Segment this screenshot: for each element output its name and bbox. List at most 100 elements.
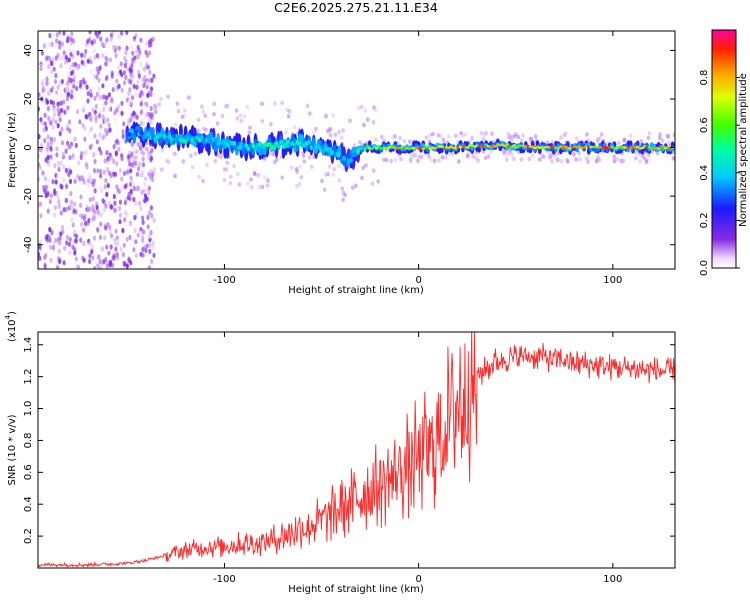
heatmap-cell bbox=[64, 167, 68, 174]
heatmap-cell bbox=[308, 111, 312, 116]
heatmap-cell bbox=[50, 229, 54, 236]
heatmap-cell bbox=[628, 147, 633, 150]
heatmap-cell bbox=[43, 263, 48, 269]
heatmap-cell bbox=[114, 228, 118, 234]
heatmap-cell bbox=[249, 184, 254, 190]
heatmap-cell bbox=[363, 108, 368, 113]
heatmap-cell bbox=[54, 237, 58, 243]
heatmap-cell bbox=[66, 36, 70, 42]
heatmap-cell bbox=[149, 105, 153, 112]
heatmap-cell bbox=[143, 176, 148, 181]
heatmap-cell bbox=[465, 146, 470, 149]
heatmap-cell bbox=[104, 225, 108, 231]
y-tick-label: 0.8 bbox=[23, 432, 34, 448]
heatmap-cell bbox=[98, 146, 102, 152]
heatmap-cell bbox=[324, 113, 329, 118]
heatmap-cell bbox=[93, 158, 97, 165]
heatmap-cell bbox=[62, 99, 66, 105]
heatmap-cell bbox=[376, 179, 381, 184]
heatmap-cell bbox=[60, 107, 64, 113]
heatmap-cell bbox=[294, 167, 299, 172]
heatmap-cell bbox=[51, 245, 56, 251]
heatmap-cell bbox=[266, 178, 270, 183]
heatmap-cell bbox=[107, 122, 111, 128]
heatmap-cell bbox=[86, 91, 90, 97]
heatmap-cell bbox=[73, 136, 77, 142]
heatmap-cell bbox=[96, 227, 100, 233]
heatmap-cell bbox=[96, 209, 100, 215]
heatmap-cell bbox=[586, 159, 590, 165]
heatmap-cell bbox=[89, 116, 93, 122]
heatmap-cell bbox=[51, 117, 55, 123]
heatmap-cell bbox=[58, 235, 62, 241]
heatmap-cell bbox=[145, 61, 149, 67]
heatmap-cell bbox=[234, 108, 239, 113]
heatmap-cell bbox=[106, 117, 110, 123]
heatmap-cell bbox=[232, 163, 236, 169]
heatmap-cell bbox=[58, 240, 62, 246]
heatmap-cell bbox=[457, 159, 461, 164]
heatmap-cell bbox=[133, 215, 137, 221]
heatmap-cell bbox=[237, 182, 242, 187]
heatmap-cell bbox=[132, 38, 137, 44]
heatmap-cell bbox=[328, 126, 333, 132]
heatmap-cell bbox=[51, 179, 55, 185]
heatmap-cell bbox=[442, 147, 447, 150]
heatmap-cell bbox=[151, 127, 155, 137]
heatmap-cell bbox=[118, 199, 122, 205]
heatmap-cell bbox=[391, 135, 395, 140]
heatmap-cell bbox=[421, 147, 426, 151]
heatmap-cell bbox=[72, 208, 76, 214]
heatmap-cell bbox=[360, 175, 364, 180]
heatmap-cell bbox=[141, 162, 146, 168]
heatmap-cell bbox=[360, 145, 365, 148]
heatmap-cell bbox=[280, 175, 285, 180]
spectrogram-x-axis: -100 0 100 bbox=[213, 31, 622, 286]
heatmap-cell bbox=[61, 151, 65, 157]
heatmap-cell bbox=[136, 163, 141, 168]
heatmap-cell bbox=[431, 131, 435, 137]
heatmap-cell bbox=[62, 207, 66, 213]
heatmap-cell bbox=[150, 147, 154, 153]
heatmap-cell bbox=[101, 113, 105, 120]
heatmap-cell bbox=[51, 125, 55, 131]
heatmap-cell bbox=[105, 191, 109, 198]
heatmap-cell bbox=[121, 252, 125, 258]
heatmap-cell bbox=[151, 244, 155, 250]
heatmap-cell bbox=[505, 157, 509, 162]
heatmap-cell bbox=[119, 185, 123, 191]
heatmap-cell bbox=[78, 119, 82, 125]
heatmap-cell bbox=[432, 158, 437, 163]
heatmap-cell bbox=[91, 255, 95, 261]
heatmap-cell bbox=[86, 130, 91, 136]
heatmap-cell bbox=[98, 237, 102, 243]
heatmap-cell bbox=[142, 66, 146, 72]
heatmap-cell bbox=[99, 150, 103, 156]
heatmap-cell bbox=[66, 70, 70, 77]
heatmap-cell bbox=[577, 151, 581, 156]
heatmap-cell bbox=[129, 175, 133, 181]
heatmap-cell bbox=[493, 145, 498, 148]
heatmap-cell bbox=[104, 167, 108, 173]
heatmap-cell bbox=[393, 157, 398, 163]
heatmap-cell bbox=[134, 92, 138, 98]
heatmap-cell bbox=[40, 142, 44, 148]
heatmap-cell bbox=[93, 54, 97, 60]
heatmap-cell bbox=[119, 61, 123, 67]
heatmap-cell bbox=[151, 171, 155, 176]
heatmap-cell bbox=[160, 137, 165, 143]
heatmap-cell bbox=[48, 198, 52, 205]
heatmap-cell bbox=[130, 128, 134, 134]
heatmap-cell bbox=[519, 157, 524, 162]
heatmap-cell bbox=[113, 171, 117, 177]
heatmap-cell bbox=[133, 227, 137, 233]
heatmap-cell bbox=[39, 63, 43, 69]
heatmap-cell bbox=[141, 77, 145, 83]
heatmap-cell bbox=[117, 103, 121, 109]
heatmap-cell bbox=[110, 96, 114, 103]
heatmap-cell bbox=[142, 117, 146, 123]
heatmap-cell bbox=[74, 209, 78, 215]
heatmap-cell bbox=[129, 168, 133, 174]
x-tick-label: 0 bbox=[415, 574, 421, 585]
colorbar-ticks: 0.0 0.2 0.4 0.6 0.8 bbox=[699, 70, 740, 276]
